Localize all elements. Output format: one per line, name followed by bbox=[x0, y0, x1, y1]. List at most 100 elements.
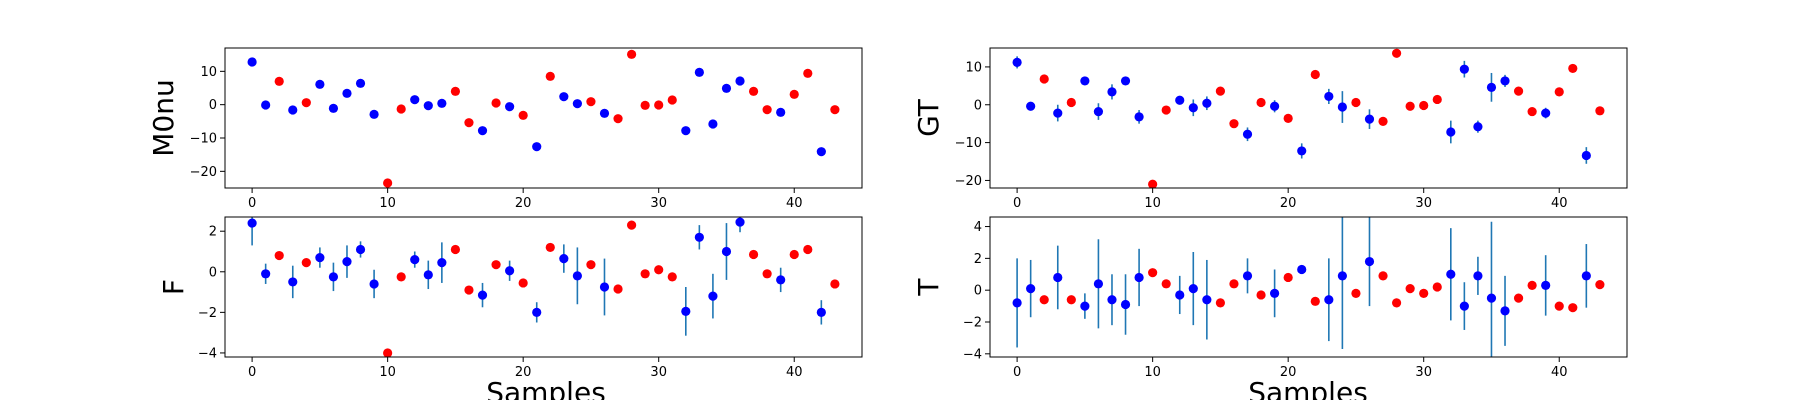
data-point-blue-m0nu bbox=[708, 119, 718, 129]
y-tick-label-m0nu: 10 bbox=[200, 65, 217, 80]
data-point-red-t bbox=[1039, 295, 1049, 305]
x-tick-label-gt: 0 bbox=[1013, 196, 1021, 211]
data-point-blue-t bbox=[1202, 295, 1212, 305]
data-point-blue-f bbox=[437, 258, 447, 268]
data-point-blue-t bbox=[1337, 271, 1347, 281]
data-point-red-f bbox=[301, 258, 311, 268]
data-point-red-gt bbox=[1378, 116, 1388, 127]
data-point-red-gt bbox=[1419, 100, 1429, 111]
data-point-red-m0nu bbox=[301, 98, 311, 108]
x-tick-label-m0nu: 20 bbox=[515, 196, 532, 211]
data-point-blue-m0nu bbox=[328, 103, 339, 113]
data-point-blue-t bbox=[1473, 271, 1483, 281]
data-point-red-gt bbox=[1229, 119, 1239, 129]
data-point-blue-f bbox=[681, 306, 691, 316]
data-point-blue-f bbox=[532, 307, 542, 317]
data-point-blue-gt bbox=[1120, 76, 1131, 86]
y-tick-label-m0nu: −10 bbox=[190, 132, 217, 147]
data-point-red-t bbox=[1432, 282, 1442, 292]
data-point-red-t bbox=[1215, 298, 1226, 308]
data-point-red-t bbox=[1378, 271, 1388, 281]
data-point-red-t bbox=[1161, 279, 1171, 289]
data-point-red-m0nu bbox=[803, 68, 813, 78]
data-point-red-f bbox=[396, 272, 406, 282]
data-point-red-gt bbox=[1256, 97, 1266, 108]
data-point-blue-m0nu bbox=[315, 79, 325, 89]
x-tick-label-f: 10 bbox=[379, 365, 396, 380]
panel-gt: 0 10 20 30 40 −20 −10 0 10 GT bbox=[912, 47, 1628, 211]
data-point-red-gt bbox=[1161, 105, 1171, 115]
data-point-blue-t bbox=[1324, 295, 1334, 305]
data-point-red-gt bbox=[1432, 94, 1442, 105]
data-point-blue-m0nu bbox=[369, 109, 379, 119]
xlabel-right: Samples bbox=[1248, 376, 1368, 400]
ylabel-m0nu: M0nu bbox=[147, 79, 180, 156]
data-point-red-m0nu bbox=[518, 110, 528, 120]
data-point-blue-m0nu bbox=[355, 78, 366, 88]
data-point-blue-f bbox=[505, 266, 515, 276]
data-point-red-m0nu bbox=[274, 76, 284, 86]
data-point-blue-t bbox=[1120, 299, 1131, 310]
data-point-red-f bbox=[789, 249, 799, 260]
y-tick-label-f: 0 bbox=[209, 265, 217, 280]
data-point-blue-f bbox=[315, 252, 325, 263]
data-point-red-t bbox=[1066, 295, 1076, 305]
data-point-red-gt bbox=[1568, 63, 1578, 74]
data-point-blue-gt bbox=[1486, 82, 1497, 92]
data-point-red-m0nu bbox=[830, 105, 840, 115]
data-point-blue-t bbox=[1134, 272, 1144, 283]
data-point-red-f bbox=[450, 244, 461, 255]
data-point-blue-m0nu bbox=[681, 126, 691, 136]
data-point-blue-gt bbox=[1364, 114, 1375, 124]
data-point-red-f bbox=[383, 348, 393, 357]
y-tick-label-gt: −10 bbox=[955, 136, 982, 151]
data-point-blue-gt bbox=[1581, 150, 1591, 161]
data-point-blue-t bbox=[1446, 269, 1456, 279]
data-point-red-m0nu bbox=[654, 100, 664, 110]
data-point-red-gt bbox=[1215, 86, 1226, 96]
data-point-blue-m0nu bbox=[721, 83, 732, 93]
data-point-red-f bbox=[640, 269, 650, 279]
data-point-blue-t bbox=[1459, 301, 1469, 311]
data-layer-t bbox=[1012, 217, 1605, 357]
data-point-red-gt bbox=[1039, 74, 1049, 84]
data-point-blue-m0nu bbox=[599, 108, 610, 118]
data-point-blue-t bbox=[1175, 290, 1185, 300]
y-tick-label-m0nu: 0 bbox=[209, 98, 217, 113]
data-point-blue-f bbox=[776, 275, 786, 285]
x-tick-label-m0nu: 10 bbox=[379, 196, 396, 211]
y-tick-label-gt: 10 bbox=[965, 60, 982, 75]
data-point-red-f bbox=[830, 279, 840, 289]
y-tick-label-f: 2 bbox=[209, 225, 217, 240]
data-point-blue-m0nu bbox=[437, 98, 447, 108]
data-point-blue-f bbox=[355, 244, 366, 255]
data-point-blue-t bbox=[1486, 293, 1497, 303]
data-point-blue-t bbox=[1188, 283, 1198, 294]
data-point-blue-gt bbox=[1080, 76, 1090, 86]
data-point-blue-t bbox=[1500, 306, 1510, 316]
data-point-blue-t bbox=[1107, 295, 1117, 305]
data-point-blue-m0nu bbox=[559, 92, 569, 102]
data-point-red-f bbox=[586, 260, 596, 270]
data-point-red-m0nu bbox=[545, 71, 555, 81]
data-point-red-t bbox=[1391, 298, 1402, 308]
data-point-blue-f bbox=[708, 291, 718, 301]
data-point-red-f bbox=[803, 244, 813, 255]
data-point-red-t bbox=[1419, 288, 1429, 298]
data-point-red-t bbox=[1310, 296, 1320, 306]
data-point-blue-m0nu bbox=[247, 57, 257, 67]
data-layer-f bbox=[247, 217, 840, 357]
data-point-blue-t bbox=[1012, 298, 1022, 308]
data-point-blue-f bbox=[721, 246, 732, 257]
x-tick-label-t: 30 bbox=[1415, 365, 1432, 380]
data-point-blue-f bbox=[369, 279, 379, 289]
data-point-red-m0nu bbox=[667, 95, 677, 105]
panel-m0nu: 0 10 20 30 40 −20 −10 0 10 M0nu bbox=[147, 47, 863, 211]
data-point-blue-m0nu bbox=[477, 126, 488, 136]
data-point-blue-gt bbox=[1337, 102, 1347, 112]
data-point-red-f bbox=[491, 260, 501, 270]
data-point-red-gt bbox=[1066, 97, 1076, 108]
data-point-red-t bbox=[1554, 301, 1564, 311]
